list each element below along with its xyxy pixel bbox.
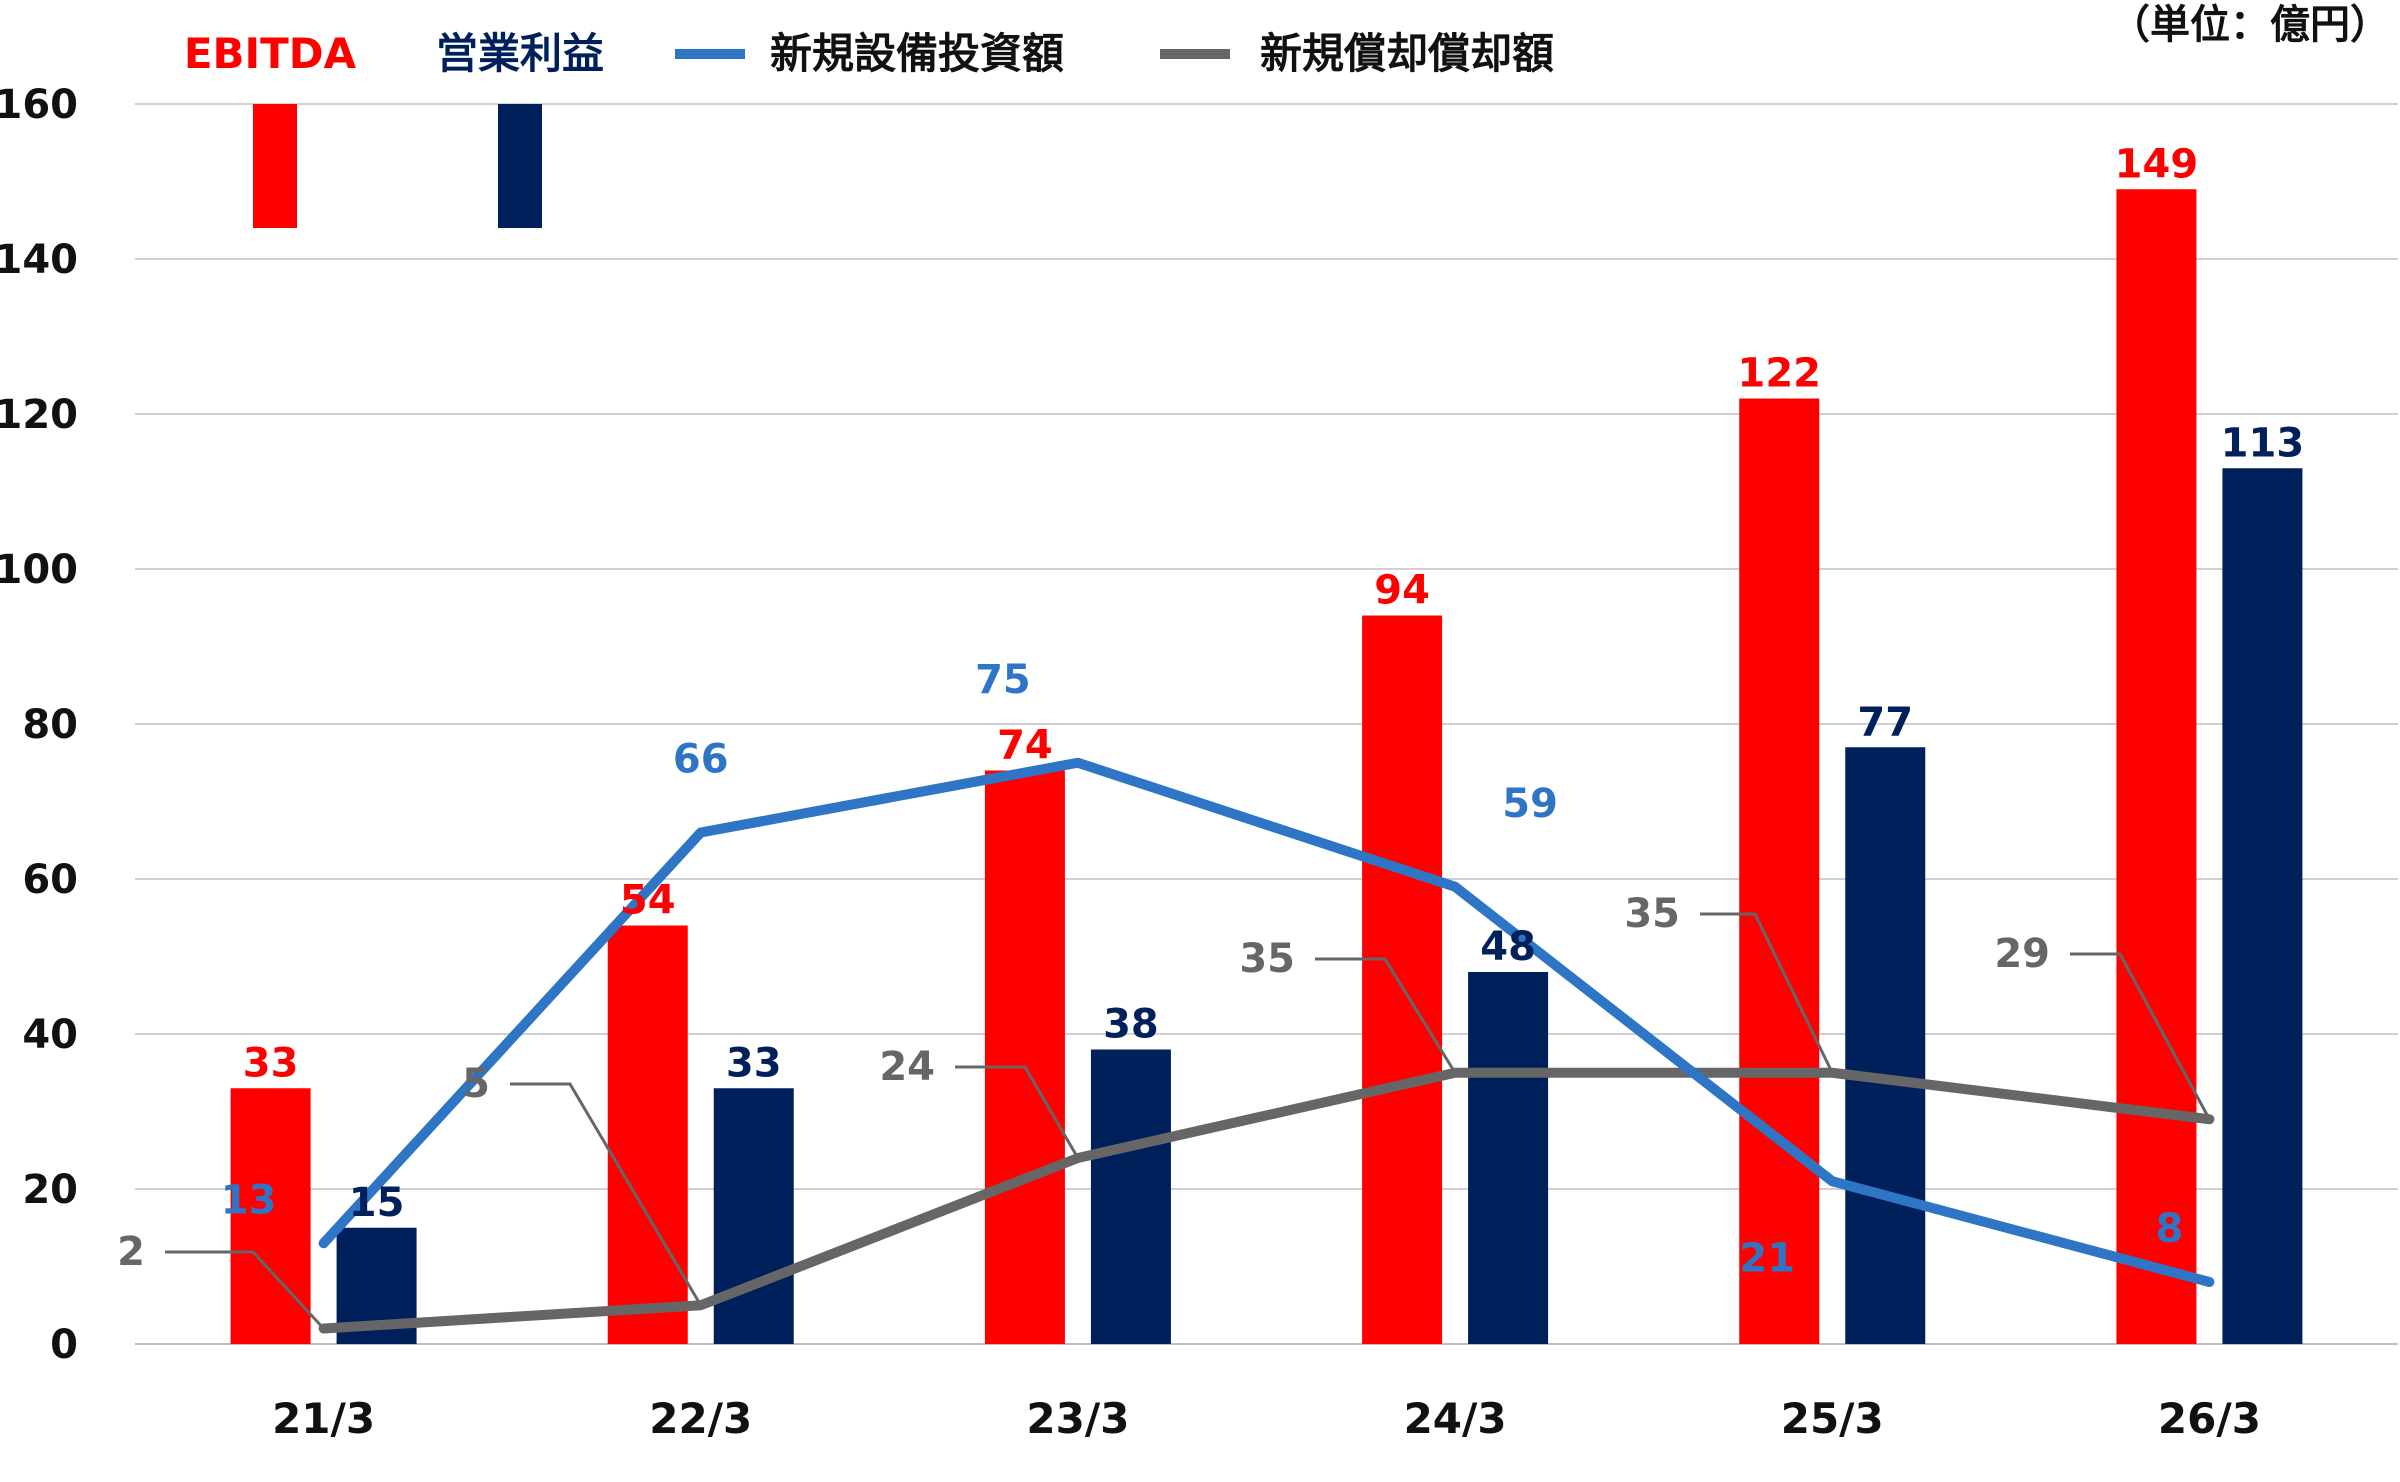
bar-label-operating-profit-4: 77: [1857, 699, 1913, 745]
leader-depreciation-4: [1700, 912, 1834, 1074]
legend-capex-label: 新規設備投資額: [770, 29, 1064, 78]
legend-operating-profit-swatch: [498, 104, 542, 228]
bar-operating-profit-4: [1845, 747, 1926, 1344]
line-label-depreciation-0: 2: [117, 1229, 145, 1275]
y-tick-label-120: 120: [0, 392, 78, 438]
data-labels: 33 54 74 94 122 149 15 33 38 48 77 113 13 66 75 59 21 8 2 5…: [117, 141, 2304, 1281]
leader-depreciation-1: [510, 1082, 703, 1307]
legend-ebitda-label: EBITDA: [184, 29, 357, 78]
bar-label-operating-profit-1: 33: [726, 1040, 782, 1086]
line-label-depreciation-5: 29: [1994, 931, 2050, 977]
bar-ebitda-3: [1362, 615, 1443, 1344]
leader-depreciation-3: [1315, 957, 1457, 1074]
line-label-capex-2: 75: [975, 657, 1031, 703]
bar-ebitda-5: [2116, 189, 2197, 1344]
bar-label-operating-profit-2: 38: [1103, 1002, 1159, 1048]
bar-label-ebitda-2: 74: [997, 723, 1053, 769]
bar-label-ebitda-3: 94: [1374, 568, 1430, 614]
x-axis: 21/3 22/3 23/3 24/3 25/3 26/3: [272, 1394, 2261, 1443]
bar-label-ebitda-5: 149: [2115, 141, 2199, 187]
leader-depreciation-5: [2070, 952, 2211, 1120]
y-tick-label-20: 20: [22, 1167, 78, 1213]
y-tick-label-0: 0: [50, 1322, 78, 1368]
x-tick-label-26-3: 26/3: [2158, 1394, 2261, 1443]
line-label-depreciation-3: 35: [1239, 936, 1295, 982]
bar-label-operating-profit-0: 15: [349, 1180, 405, 1226]
line-label-capex-0: 13: [221, 1177, 277, 1223]
x-tick-label-22-3: 22/3: [649, 1394, 752, 1443]
line-label-capex-1: 66: [673, 737, 729, 783]
y-tick-label-100: 100: [0, 547, 78, 593]
line-label-depreciation-2: 24: [879, 1044, 935, 1090]
y-tick-label-140: 140: [0, 237, 78, 283]
legend-depreciation-label: 新規償却償却額: [1260, 29, 1554, 78]
line-label-capex-5: 8: [2155, 1206, 2183, 1252]
line-label-capex-4: 21: [1739, 1235, 1795, 1281]
x-tick-label-24-3: 24/3: [1404, 1394, 1507, 1443]
line-label-capex-3: 59: [1502, 781, 1558, 827]
bar-ebitda-2: [984, 770, 1065, 1344]
line-label-depreciation-1: 5: [462, 1061, 490, 1107]
bar-label-ebitda-4: 122: [1738, 351, 1822, 397]
unit-note: （単位：億円）: [2110, 2, 2390, 48]
y-tick-label-160: 160: [0, 82, 78, 128]
gridlines: [135, 103, 2398, 1345]
bar-operating-profit-5: [2222, 468, 2303, 1344]
bar-ebitda-4: [1739, 398, 1820, 1344]
bar-operating-profit-1: [713, 1088, 794, 1344]
bar-operating-profit-2: [1090, 1049, 1171, 1344]
legend-ebitda-swatch: [253, 104, 297, 228]
bars: [230, 189, 2303, 1344]
y-tick-label-80: 80: [22, 702, 78, 748]
line-label-depreciation-4: 35: [1624, 891, 1680, 937]
bar-label-operating-profit-5: 113: [2221, 420, 2305, 466]
legend-operating-profit-label: 営業利益: [436, 29, 604, 78]
y-tick-label-60: 60: [22, 857, 78, 903]
line-capex: [318, 757, 2215, 1287]
y-axis: 0 20 40 60 80 100 120 140 160: [0, 82, 78, 1368]
x-tick-label-25-3: 25/3: [1781, 1394, 1884, 1443]
bar-label-operating-profit-3: 48: [1480, 924, 1536, 970]
x-tick-label-21-3: 21/3: [272, 1394, 375, 1443]
bar-operating-profit-3: [1468, 972, 1549, 1344]
leader-depreciation-2: [955, 1065, 1080, 1159]
y-tick-label-40: 40: [22, 1012, 78, 1058]
bar-label-ebitda-0: 33: [243, 1040, 299, 1086]
x-tick-label-23-3: 23/3: [1026, 1394, 1129, 1443]
line-depreciation: [318, 1067, 2215, 1334]
leader-depreciation-0: [165, 1250, 325, 1330]
bar-label-ebitda-1: 54: [620, 878, 676, 924]
lines: [165, 757, 2215, 1334]
bar-ebitda-1: [607, 925, 688, 1344]
legend: EBITDA 営業利益 新規設備投資額 新規償却償却額: [184, 29, 1554, 228]
